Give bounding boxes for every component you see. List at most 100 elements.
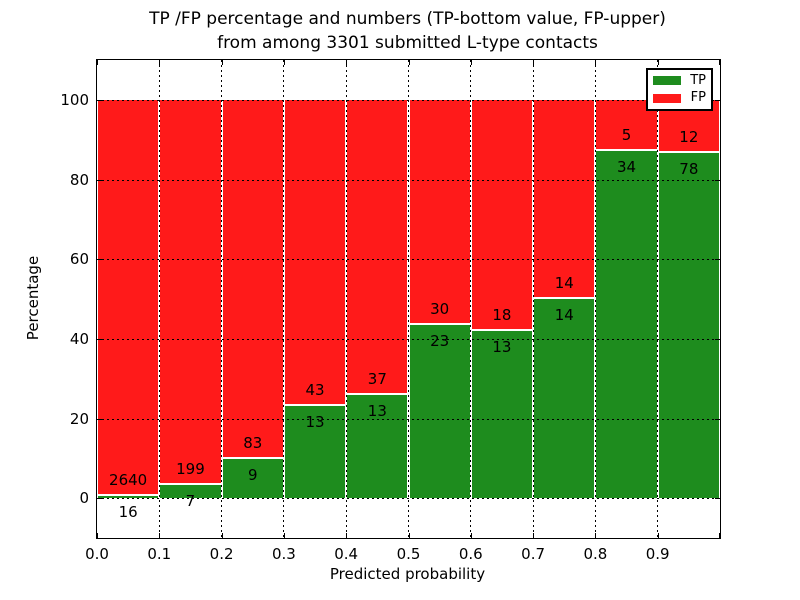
legend-label-fp: FP [690,90,706,106]
bar-tp-count-label: 13 [367,401,387,420]
bar-fp-count-label: 5 [621,125,632,144]
y-tick-mark [97,259,102,261]
bar-tp-segment [222,459,283,499]
bar-tp-count-label: 13 [305,412,325,431]
bar-fp-segment [534,99,595,297]
x-tick-mark [346,533,348,538]
bar-tp-count-label: 7 [185,491,196,510]
y-tick-mark [97,498,102,500]
x-tick-mark [657,533,659,538]
legend-label-tp: TP [690,72,706,88]
y-tick-mark-right [715,418,720,420]
x-tick-mark-top [408,60,410,65]
y-tick-label: 40 [69,329,89,348]
x-tick-mark [97,533,98,538]
bar-tp-segment [284,405,346,499]
x-tick-mark-top [657,60,659,65]
x-tick-mark-top [221,60,223,65]
y-tick-mark-right [715,179,720,181]
legend-row: FP [653,91,706,105]
x-tick-label: 0.5 [396,545,421,563]
gridline-vertical [345,60,347,538]
gridline-horizontal [97,338,720,340]
gridline-vertical [221,60,223,538]
bar-tp-segment [534,299,595,499]
x-tick-mark-top [595,60,597,65]
x-tick-mark-top [346,60,348,65]
x-tick-label: 0.1 [147,545,172,563]
y-tick-label: 80 [69,170,89,189]
gridline-vertical [532,60,534,538]
gridline-vertical [158,60,160,538]
chart-title-line1: TP /FP percentage and numbers (TP-bottom… [149,9,666,29]
y-tick-mark [97,418,102,420]
x-tick-mark-top [159,60,161,65]
x-tick-label: 0.9 [645,545,670,563]
bar-fp-segment [160,99,221,483]
plot-area: 2640 16 199 7 83 9 43 13 37 13 30 23 18 13 14 14 5 34 12 78… [60,59,721,563]
bar-fp-segment [471,99,533,330]
bar-fp-count-label: 14 [554,274,574,293]
x-tick-mark [595,533,597,538]
bar-fp-segment [98,99,159,494]
chart-title: TP /FP percentage and numbers (TP-bottom… [96,7,719,55]
x-tick-label: 0.7 [521,545,546,563]
bar-tp-segment [98,495,159,499]
x-tick-mark-top [97,60,98,65]
gridline-vertical [408,60,409,538]
x-tick-mark [159,533,161,538]
y-tick-label: 0 [79,489,89,508]
legend: TP FP [646,68,713,111]
gridline-vertical [594,60,596,538]
x-tick-mark-top [719,60,720,65]
bar-tp-segment [658,152,719,499]
y-tick-label: 60 [69,250,89,269]
x-tick-mark [470,533,472,538]
bar-fp-count-label: 199 [176,459,205,478]
bar-fp-count-label: 18 [492,306,512,325]
gridline-vertical [283,60,285,538]
gridline-horizontal [97,99,720,101]
x-tick-mark [283,533,285,538]
y-tick-mark-right [715,338,720,340]
x-tick-label: 0.3 [271,545,296,563]
bar-tp-segment [596,150,657,499]
x-tick-mark-top [533,60,535,65]
legend-swatch-fp [653,93,681,103]
x-tick-mark-top [470,60,472,65]
y-tick-mark-right [715,99,720,101]
x-tick-label: 0.4 [334,545,359,563]
x-tick-label: 0.8 [583,545,608,563]
bar-fp-count-label: 83 [243,434,263,453]
bar-fp-count-label: 30 [430,300,450,319]
gridline-horizontal [97,259,720,261]
bar-tp-segment [347,394,408,499]
gridline-vertical [470,60,472,538]
bar-tp-count-label: 34 [616,157,637,176]
chart-title-line2: from among 3301 submitted L-type contact… [217,33,598,53]
bar-tp-segment [409,325,470,499]
bar-tp-count-label: 9 [247,466,258,485]
bar-fp-segment [222,99,283,458]
x-axis-label: Predicted probability [329,565,486,583]
bar-tp-count-label: 13 [492,338,512,357]
x-tick-mark [408,533,410,538]
bar-fp-count-label: 12 [679,128,699,146]
y-tick-label: 100 [60,90,89,109]
y-tick-mark [97,99,102,101]
legend-row: TP [653,72,706,88]
bar-tp-segment [471,331,533,499]
legend-swatch-tp [653,76,681,86]
bar-fp-segment [284,99,346,404]
x-tick-label: 0.0 [85,545,109,563]
y-axis-label: Percentage [24,255,42,341]
x-tick-label: 0.2 [209,545,234,563]
bar-tp-count-label: 16 [118,502,138,521]
gridline-horizontal [97,498,720,500]
x-tick-label: 0.6 [458,545,483,563]
gridline-vertical [657,60,659,538]
y-tick-label: 20 [69,409,89,428]
bar-tp-count-label: 14 [554,305,574,324]
gridline-horizontal [97,179,720,181]
